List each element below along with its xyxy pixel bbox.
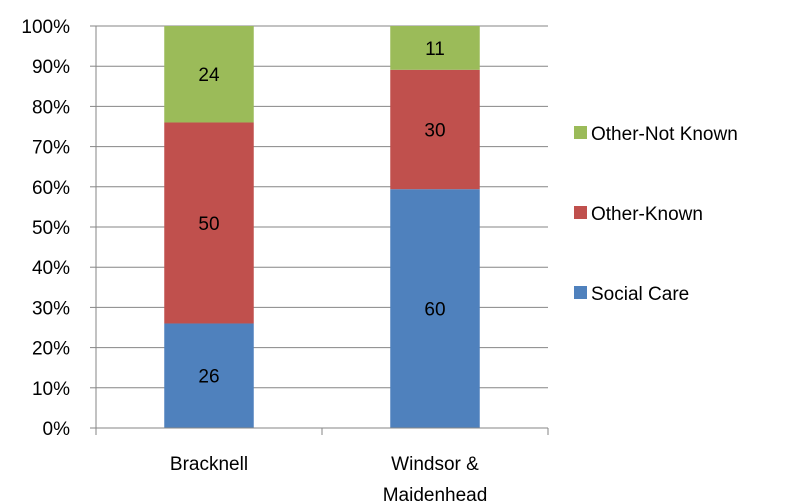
bar-segment (390, 189, 480, 428)
y-tick-label: 90% (32, 57, 70, 78)
y-tick-label: 40% (32, 258, 70, 279)
axes (90, 25, 549, 435)
data-label: 11 (425, 39, 445, 60)
legend-swatch (574, 126, 587, 139)
bar-segment (164, 323, 254, 428)
bar-segment (164, 26, 254, 123)
legend-label: Other-Not Known (591, 124, 738, 145)
y-tick-label: 50% (32, 218, 70, 239)
data-label: 26 (198, 367, 219, 388)
y-tick-label: 70% (32, 138, 70, 159)
y-tick-label: 100% (21, 17, 70, 38)
data-label: 30 (424, 120, 445, 141)
bar-segment (164, 122, 254, 324)
y-tick-label: 80% (32, 97, 70, 118)
gridlines (96, 25, 548, 389)
legend-label: Other-Known (591, 204, 703, 225)
data-label: 50 (198, 214, 219, 235)
bars: 26 50 24 60 30 11 (164, 26, 480, 428)
legend-label: Social Care (591, 284, 689, 305)
bar-segment (390, 26, 480, 70)
y-tick-labels: 0% 10% 20% 30% 40% 50% 60% 70% 80% 90% 100% (21, 17, 70, 440)
legend: Other-Not Known Other-Known Social Care (574, 124, 738, 305)
x-tick-labels: Bracknell Windsor & Maidenhead (170, 454, 487, 503)
x-tick-label: Windsor & Maidenhead (383, 454, 488, 503)
data-label: 24 (198, 65, 220, 86)
y-tick-label: 60% (32, 178, 70, 199)
y-tick-label: 0% (43, 419, 71, 440)
y-tick-label: 20% (32, 339, 70, 360)
data-label: 60 (424, 300, 445, 321)
y-tick-label: 30% (32, 298, 70, 319)
bar-segment (390, 69, 480, 190)
y-tick-label: 10% (32, 379, 70, 400)
x-tick-label: Bracknell (170, 454, 248, 475)
legend-swatch (574, 206, 587, 219)
legend-swatch (574, 286, 587, 299)
